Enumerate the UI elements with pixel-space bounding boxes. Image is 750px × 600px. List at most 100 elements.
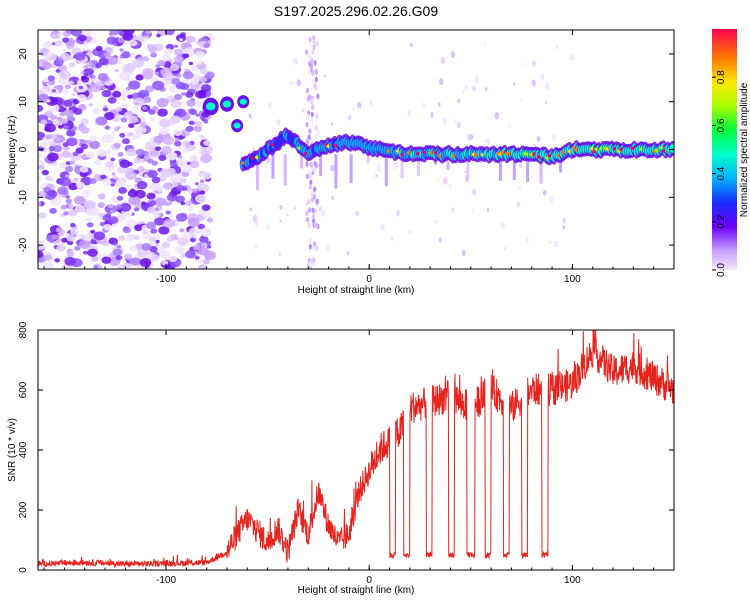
- noise-blob: [178, 158, 188, 167]
- burst-core: [239, 98, 247, 105]
- noise-blob: [461, 250, 466, 257]
- noise-blob: [357, 101, 362, 109]
- noise-blob: [142, 229, 148, 235]
- noise-blob: [110, 157, 116, 162]
- stripe-blob: [310, 111, 314, 118]
- noise-blob: [161, 145, 172, 155]
- stripe-blob: [308, 184, 313, 190]
- stripe-blob: [307, 53, 311, 60]
- noise-blob: [508, 124, 511, 128]
- streak: [446, 154, 450, 170]
- noise-blob: [139, 158, 146, 164]
- noise-blob: [442, 177, 448, 185]
- noise-blob: [101, 89, 112, 98]
- stripe-blob: [315, 245, 319, 252]
- noise-blob: [148, 109, 156, 115]
- noise-blob: [149, 117, 155, 122]
- stripe-blob: [311, 213, 316, 219]
- noise-blob: [128, 39, 138, 47]
- noise-blob: [196, 60, 203, 66]
- noise-blob: [52, 145, 63, 153]
- noise-blob: [126, 148, 137, 157]
- noise-blob: [90, 255, 99, 262]
- noise-blob: [89, 140, 101, 150]
- stripe-blob: [314, 85, 318, 91]
- streak: [400, 154, 404, 179]
- noise-blob: [434, 219, 438, 225]
- noise-blob: [125, 219, 137, 229]
- noise-blob: [75, 181, 85, 189]
- colorbar: 0.0 0.2 0.4 0.6 0.8 Normalized spectral ampl…: [712, 29, 750, 277]
- noise-blob: [165, 151, 178, 161]
- noise-blob: [189, 237, 196, 243]
- noise-blob: [150, 241, 157, 247]
- noise-blob: [78, 34, 87, 42]
- spectrogram-ytick-label: -20: [18, 237, 29, 252]
- noise-blob: [545, 101, 547, 104]
- noise-blob: [169, 115, 181, 124]
- noise-blob: [375, 174, 378, 178]
- noise-blob: [524, 62, 526, 66]
- noise-blob: [62, 145, 70, 151]
- noise-blob: [437, 178, 440, 182]
- noise-blob: [199, 235, 209, 244]
- noise-blob: [128, 115, 139, 124]
- noise-blob: [164, 30, 175, 36]
- noise-blob: [451, 207, 455, 212]
- stripe-blob: [314, 133, 318, 140]
- noise-blob: [78, 86, 84, 90]
- noise-blob: [89, 135, 97, 142]
- noise-blob: [486, 138, 491, 145]
- noise-blob: [68, 80, 75, 86]
- noise-blob: [70, 228, 80, 236]
- stripe-blob: [308, 265, 312, 269]
- stripe-blob: [315, 113, 319, 120]
- noise-blob: [170, 99, 182, 109]
- noise-blob: [122, 32, 134, 41]
- noise-blob: [180, 201, 186, 206]
- noise-blob: [151, 254, 160, 261]
- snr-panel: -100 0 100 0 200 400 600 800 Height of straight…: [7, 321, 675, 596]
- noise-blob: [207, 217, 214, 223]
- noise-blob: [64, 256, 77, 266]
- noise-blob: [113, 43, 118, 47]
- stripe-blob: [307, 198, 311, 205]
- noise-blob: [41, 169, 49, 176]
- noise-blob: [536, 135, 541, 142]
- noise-blob: [102, 214, 111, 222]
- noise-blob: [146, 221, 157, 230]
- noise-blob: [74, 52, 86, 61]
- noise-blob: [111, 172, 116, 176]
- noise-blob: [311, 49, 315, 55]
- noise-blob: [194, 120, 203, 127]
- noise-blob: [186, 99, 196, 107]
- noise-blob: [153, 135, 164, 144]
- noise-blob: [80, 143, 88, 150]
- stripe-blob: [307, 207, 312, 213]
- spectrogram-xtick-label: 100: [564, 274, 581, 285]
- noise-blob: [102, 107, 109, 112]
- noise-blob: [82, 250, 89, 255]
- noise-blob: [176, 34, 187, 42]
- noise-blob: [126, 86, 131, 91]
- streak: [559, 154, 563, 173]
- noise-blob: [185, 200, 193, 206]
- stripe-blob: [311, 104, 315, 111]
- colorbar-label: Normalized spectral amplitude: [739, 82, 750, 217]
- snr-xlabel: Height of straight line (km): [298, 585, 415, 596]
- noise-blob: [471, 209, 474, 213]
- noise-blob: [181, 92, 186, 96]
- streak: [417, 154, 421, 176]
- noise-blob: [439, 78, 444, 86]
- noise-blob: [174, 222, 180, 226]
- noise-blob: [189, 160, 200, 168]
- noise-blob: [191, 188, 198, 193]
- noise-blob: [38, 201, 41, 206]
- noise-blob: [392, 162, 398, 170]
- noise-blob: [141, 201, 147, 206]
- noise-blob: [265, 224, 270, 230]
- noise-blob: [71, 93, 76, 97]
- noise-blob: [150, 228, 158, 234]
- noise-blob: [83, 30, 93, 37]
- noise-blob: [163, 218, 176, 228]
